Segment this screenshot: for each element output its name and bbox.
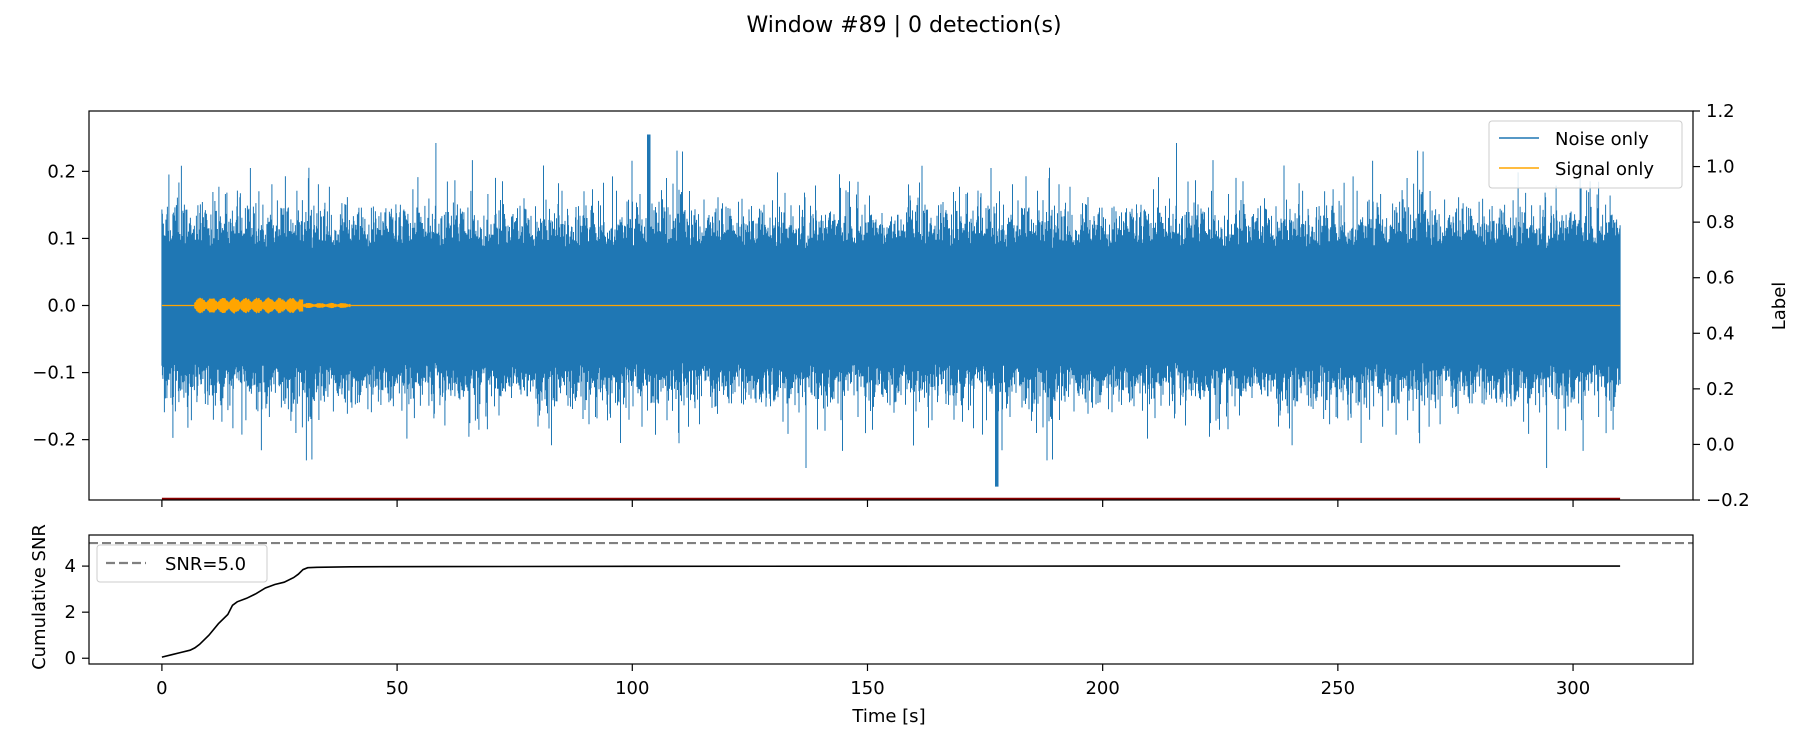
noise-only-trace: [161, 134, 1621, 487]
figure-title: Window #89 | 0 detection(s): [746, 13, 1061, 38]
legend-noise-label: Noise only: [1555, 129, 1649, 150]
bottom-x-tick-label: 50: [386, 678, 409, 699]
bottom-axes-frame: [88, 534, 1694, 665]
noise-only-series: [161, 134, 1621, 487]
top-y2-tick-label: 1.2: [1706, 101, 1735, 122]
top-axes-frame: [88, 110, 1694, 501]
bottom-x-ticks: 0 50 100 150 200 250 300: [156, 664, 1590, 699]
bottom-y-tick-label: 4: [65, 556, 76, 577]
bottom-x-tick-label: 250: [1321, 678, 1355, 699]
top-y2-tick-label: −0.2: [1706, 490, 1750, 511]
cumulative-snr-line: [161, 565, 1621, 658]
bottom-x-axis-label: Time [s]: [851, 706, 925, 727]
top-legend: Noise only Signal only: [1488, 120, 1683, 189]
top-y2-tick-label: 0.2: [1706, 379, 1735, 400]
top-y2-tick-label: 0.4: [1706, 323, 1735, 344]
signal-only-trace: [194, 297, 351, 314]
bottom-panel: 0 2 4 0 50 100 150 200 250 300 Time [s] Cumulati…: [29, 524, 1694, 727]
top-y-tick-label: 0.0: [47, 296, 76, 317]
bottom-x-tick-label: 200: [1085, 678, 1119, 699]
top-y2-axis-label: Label: [1769, 282, 1790, 331]
legend-signal-label: Signal only: [1555, 159, 1654, 180]
top-y-tick-label: −0.1: [32, 363, 76, 384]
top-y-tick-label: −0.2: [32, 430, 76, 451]
top-y2-tick-label: 1.0: [1706, 157, 1735, 178]
top-y-tick-label: 0.2: [47, 161, 76, 182]
top-x-ticks: [161, 500, 1574, 507]
top-y-ticks: −0.2 −0.1 0.0 0.1 0.2: [32, 161, 89, 451]
top-y2-ticks: −0.2 0.0 0.2 0.4 0.6 0.8 1.0 1.2: [1693, 101, 1750, 511]
bottom-x-tick-label: 150: [850, 678, 884, 699]
top-y-tick-label: 0.1: [47, 228, 76, 249]
top-panel: −0.2 −0.1 0.0 0.1 0.2 −0.2 0.0 0.2 0.4 0.6 0.8 1.0…: [32, 101, 1790, 511]
bottom-y-axis-label: Cumulative SNR: [29, 524, 50, 670]
bottom-y-ticks: 0 2 4: [65, 556, 89, 669]
top-y2-tick-label: 0.0: [1706, 434, 1735, 455]
bottom-x-tick-label: 300: [1556, 678, 1590, 699]
top-y2-tick-label: 0.6: [1706, 268, 1735, 289]
bottom-x-tick-label: 0: [156, 678, 167, 699]
bottom-legend-box: [96, 544, 268, 583]
bottom-x-tick-label: 100: [615, 678, 649, 699]
bottom-legend: SNR=5.0: [96, 544, 268, 583]
signal-only-series: [161, 297, 1621, 314]
bottom-y-tick-label: 2: [65, 602, 76, 623]
bottom-y-tick-label: 0: [65, 648, 76, 669]
legend-threshold-label: SNR=5.0: [165, 554, 246, 575]
top-y2-tick-label: 0.8: [1706, 212, 1735, 233]
